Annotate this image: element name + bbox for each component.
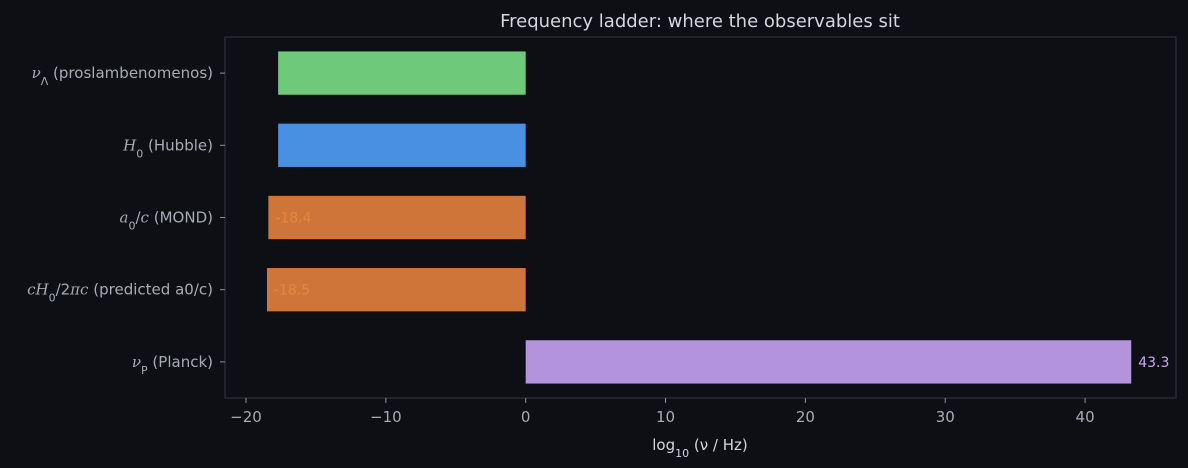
y-tick-label: a0/c (MOND) (120, 209, 213, 233)
x-tick-label: 30 (936, 408, 955, 426)
y-tick-label: νΛ (proslambenomenos) (32, 64, 213, 88)
x-tick-label: −20 (230, 408, 262, 426)
bar-p-planck (525, 340, 1132, 384)
y-tick-label: cH0/2πc (predicted a0/c) (27, 281, 213, 305)
value-label: -18.5 (274, 283, 310, 299)
bar-h0-hubble (278, 123, 526, 167)
x-tick-label: −10 (370, 408, 402, 426)
bar-proslambenomenos (278, 51, 526, 95)
value-label: 43.3 (1138, 355, 1169, 371)
x-axis: −20 −10 0 10 20 30 40 (230, 398, 1095, 426)
bar-a0-c-mond (268, 195, 526, 240)
x-tick-label: 40 (1076, 408, 1095, 426)
x-axis-label: log10 (ν / Hz) (652, 436, 747, 460)
y-tick-label: H0 (Hubble) (122, 136, 213, 160)
bars (266, 51, 1132, 384)
bar-ch0-2-c-predicted-a0-c (266, 268, 526, 312)
value-labels: -17.7 -17.7 -18.4 -18.5 43.3 (274, 66, 1169, 371)
y-axis: νΛ (proslambenomenos) H0 (Hubble) a0/c (MO… (27, 64, 225, 376)
x-tick-label: 10 (656, 408, 675, 426)
value-label: -18.4 (275, 211, 311, 227)
x-tick-label: 0 (521, 408, 531, 426)
y-tick-label: νP (Planck) (132, 353, 213, 377)
x-tick-label: 20 (796, 408, 815, 426)
chart-title: Frequency ladder: where the observables … (500, 11, 900, 32)
value-label: -17.7 (285, 66, 321, 82)
value-label: -17.7 (285, 138, 321, 154)
